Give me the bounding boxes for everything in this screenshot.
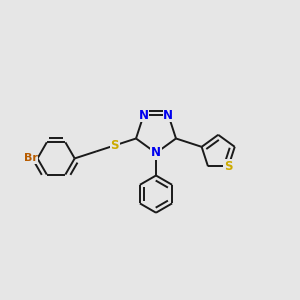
Text: N: N: [151, 146, 161, 160]
Text: S: S: [224, 160, 233, 173]
Text: N: N: [163, 109, 173, 122]
Text: S: S: [110, 139, 119, 152]
Text: N: N: [139, 109, 149, 122]
Text: Br: Br: [24, 153, 38, 164]
